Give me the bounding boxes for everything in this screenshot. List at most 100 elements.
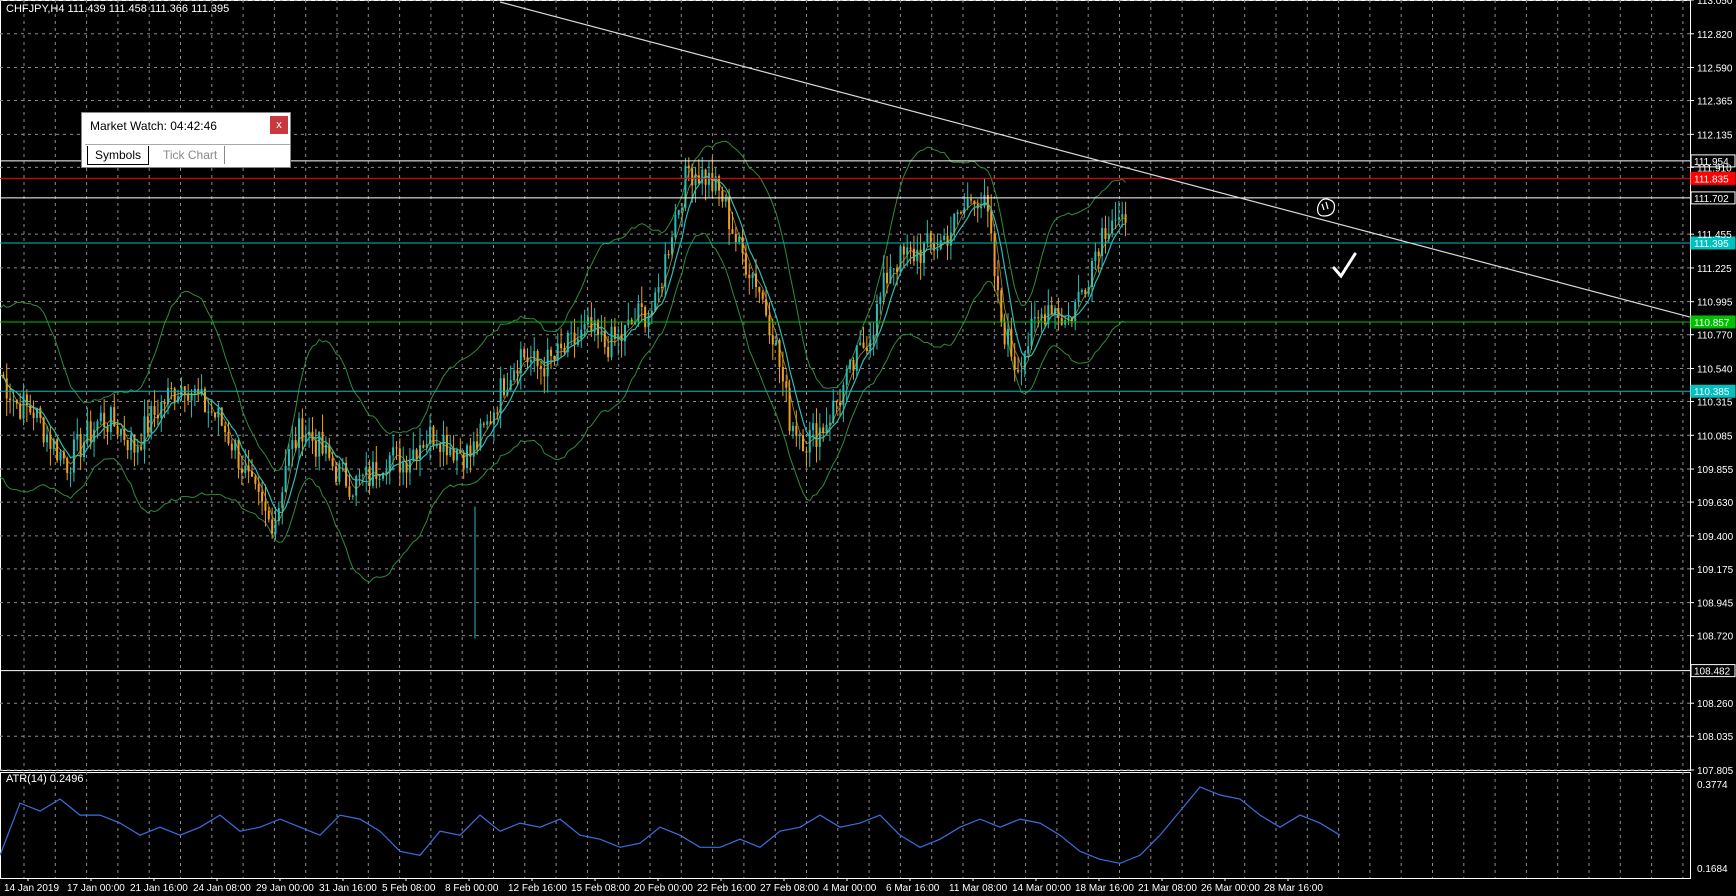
candle-body [1007,328,1009,345]
chart-header: CHFJPY,H4 111.439 111.458 111.366 111.39… [6,3,230,15]
candle-body [1121,214,1124,218]
candle-body [368,466,371,486]
candle-body [1023,353,1026,371]
candle-body [1074,301,1077,322]
candle-body [5,378,8,399]
candle-body [1067,317,1070,321]
candle-body [1057,308,1060,319]
candle-body [687,165,690,169]
candle-body [684,165,687,208]
price-label: 112.820 [1697,30,1733,41]
candle-body [899,246,902,273]
candle-body [237,439,240,469]
atr-scale-label: 0.3774 [1697,780,1728,791]
level-label: 110.385 [1694,387,1730,398]
close-button[interactable]: x [270,116,288,134]
candle-body [953,214,956,233]
candle-body [667,254,670,256]
candle-body [697,175,700,184]
candle-body [291,440,294,450]
candle-body [207,411,210,413]
time-label: 12 Feb 16:00 [508,883,567,894]
candle-body [1037,317,1040,319]
candle-body [731,229,734,235]
time-label: 8 Feb 00:00 [445,883,499,894]
candle-body [889,269,892,284]
tab-symbols[interactable]: Symbols [87,146,150,165]
candle-body [351,495,354,497]
bollinger-bands [0,140,1126,583]
upper-band [0,140,1126,471]
candle-body [254,476,257,484]
time-label: 28 Mar 16:00 [1264,883,1323,894]
price-label: 110.540 [1697,364,1733,375]
candle-body [1013,356,1016,371]
candle-body [1020,370,1023,372]
candle-body [93,429,96,442]
candle-body [902,246,905,255]
candle-body [1027,346,1030,354]
candle-body [539,366,542,369]
candle-body [892,268,895,270]
candle-body [150,405,153,433]
candle-body [476,441,479,449]
candle-body [126,440,129,451]
tab-tick-chart[interactable]: Tick Chart [156,146,226,164]
candle-body [499,378,502,413]
market-watch-window[interactable]: Market Watch: 04:42:46 x Symbols Tick Ch… [81,112,291,168]
candle-body [304,434,307,442]
candle-body [12,399,15,401]
candle-body [516,370,519,374]
candle-body [879,296,882,304]
candle-body [701,169,704,184]
candle-body [230,443,233,451]
candle-body [429,426,432,445]
candle-body [267,510,270,520]
candle-body [623,325,626,342]
time-label: 22 Feb 16:00 [697,883,756,894]
candle-body [812,423,815,431]
price-label: 109.630 [1697,498,1734,509]
hand-annotations [1317,198,1357,279]
candle-body [449,447,452,456]
candle-body [422,445,425,448]
candle-body [432,426,435,447]
candle-body [657,287,660,293]
candle-body [681,207,684,211]
price-scale: 113.050 112.820 112.590 112.365 112.135 111.9… [1690,0,1734,777]
price-label: 110.995 [1697,298,1733,309]
price-label: 109.175 [1697,565,1734,576]
level-tag [1690,191,1736,205]
candle-body [896,268,899,273]
price-label: 109.400 [1697,532,1734,543]
candle-body [445,434,448,456]
candle-body [825,424,828,433]
time-label: 11 Mar 08:00 [949,883,1008,894]
candle-body [39,407,42,418]
candle-body [983,194,986,207]
time-label: 14 Mar 00:00 [1012,883,1071,894]
candle-body [1050,305,1053,315]
candle-body [758,286,761,293]
candle-body [308,431,311,435]
candle-body [1104,228,1107,240]
level-label: 111.954 [1694,157,1729,168]
candle-body [768,315,771,336]
candle-body [32,412,35,419]
candle-body [318,431,321,457]
candle-body [113,407,116,427]
candle-body [654,292,657,311]
candle-body [496,412,499,414]
candle-body [781,366,784,382]
candle-body [96,421,99,430]
candle-body [1101,228,1104,257]
candle-body [650,310,653,316]
time-label: 5 Feb 08:00 [382,883,436,894]
time-label: 17 Jan 00:00 [67,883,125,894]
candle-body [573,332,576,345]
candle-body [244,465,247,473]
horizontal-levels: 111.954 111.835 111.702 111.395 110.857 110.3… [0,154,1736,678]
resistance-trendline [499,1,1691,318]
candle-body [392,447,395,456]
